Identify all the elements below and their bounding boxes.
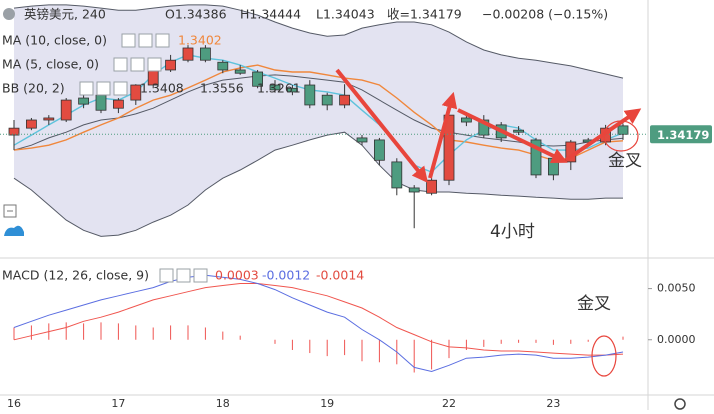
overlay: 金叉 4小时 金叉 英镑美元, 240 O1.34386 H1.34444 L1…	[2, 7, 712, 410]
legend-value: 1.3261	[257, 81, 301, 96]
annotation-arrow	[335, 68, 429, 183]
x-tick-label: 16	[7, 397, 21, 410]
annotation-arrow	[428, 91, 458, 179]
change: −0.00208 (−0.15%)	[482, 7, 608, 22]
candle-body	[548, 157, 559, 176]
candle-body	[391, 161, 403, 189]
legend-value: 1.3408	[140, 81, 184, 96]
candle-body	[43, 117, 55, 121]
signal-line	[13, 283, 624, 356]
ohlc-close: 收=1.34179	[387, 7, 462, 22]
candle-body	[113, 99, 124, 109]
ma-line	[13, 64, 624, 162]
candle-body	[8, 127, 20, 136]
legend-value: 1.3556	[200, 81, 244, 96]
candle-body	[513, 129, 524, 133]
candle-body	[25, 119, 37, 129]
candle-body	[165, 59, 177, 71]
x-tick-label: 19	[320, 397, 334, 410]
candle-body	[530, 139, 542, 176]
candle-body	[95, 94, 107, 111]
legend-icons[interactable]	[79, 33, 208, 283]
legend-entry: BB (20, 2)	[2, 81, 65, 96]
y-tick-label: 0.0000	[657, 333, 696, 346]
x-tick-label: 23	[546, 397, 560, 410]
candle-body	[460, 117, 472, 123]
ohlc-open: O1.34386	[165, 7, 227, 22]
candle-body	[252, 71, 264, 87]
macd-panel	[13, 274, 624, 373]
candle-body	[78, 97, 89, 105]
annotation-arrow	[457, 108, 568, 164]
y-tick-label: 0.0050	[657, 282, 696, 295]
legend-entry: MA (10, close, 0)	[2, 33, 107, 48]
symbol-title: 英镑美元, 240	[24, 7, 106, 22]
candle-body	[373, 139, 385, 161]
candle-body	[130, 84, 142, 101]
x-tick-label: 17	[111, 397, 125, 410]
band-upper	[13, 4, 624, 79]
x-tick-label: 18	[216, 397, 230, 410]
annotation: 4小时	[490, 222, 535, 242]
candle-body	[339, 94, 351, 106]
candle-body	[408, 187, 420, 193]
candle-body	[426, 179, 438, 194]
symbol-icon[interactable]	[3, 8, 15, 20]
price-panel	[0, 4, 648, 237]
candle-body	[286, 87, 298, 93]
ohlc-low: L1.34043	[316, 7, 375, 22]
candle-body	[321, 94, 333, 106]
candle-body	[234, 69, 246, 74]
legend-entry: MACD (12, 26, close, 9)	[2, 268, 149, 283]
legend-entry: MA (5, close, 0)	[2, 57, 99, 72]
legend-value: -0.0014	[316, 268, 364, 283]
candle-body	[269, 84, 281, 91]
candle-body	[617, 125, 629, 135]
band-lower	[13, 131, 623, 237]
annotation-arrow	[564, 108, 642, 162]
x-tick-label: 22	[442, 397, 456, 410]
candle-body	[304, 84, 316, 106]
candle-body	[182, 47, 194, 61]
candle-body	[478, 119, 490, 136]
annotation: 金叉	[577, 294, 611, 314]
legend-value: 1.3402	[178, 33, 222, 48]
last-price-label: 1.34179	[657, 128, 709, 142]
candle-body	[60, 99, 72, 121]
settings-icon[interactable]	[674, 398, 686, 410]
macd-line	[13, 274, 624, 373]
annotation: 金叉	[608, 151, 642, 171]
legend-value: -0.0012	[262, 268, 310, 283]
candle-body	[217, 61, 229, 71]
annotation-circle	[603, 120, 639, 152]
legend-value: 0.0003	[215, 268, 259, 283]
candle-body	[356, 137, 368, 143]
logo-icon	[4, 225, 24, 236]
last-price-box	[650, 125, 712, 144]
annotation-circle	[591, 335, 617, 377]
candle-body	[199, 47, 211, 61]
ohlc-high: H1.34444	[240, 7, 301, 22]
